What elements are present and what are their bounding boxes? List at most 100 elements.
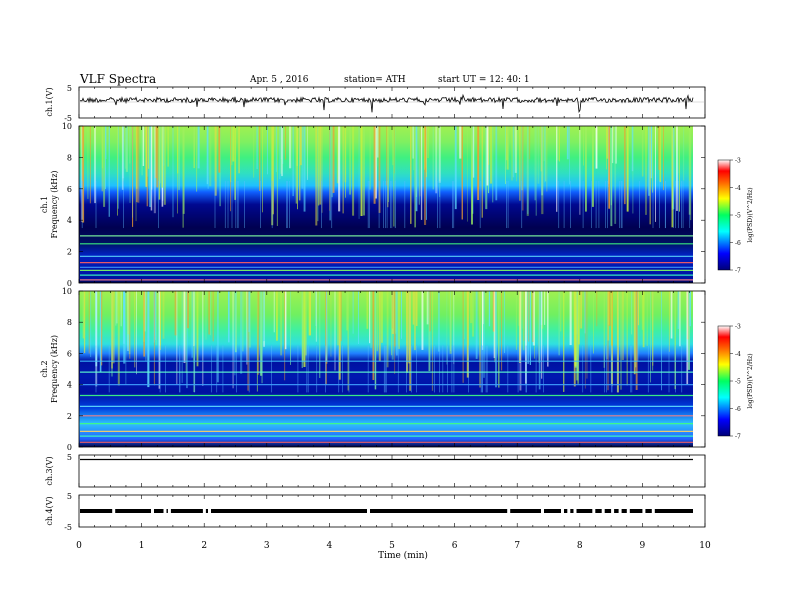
spectrogram-stripe bbox=[391, 291, 393, 356]
spectrogram-stripe bbox=[394, 291, 396, 374]
spectrogram-stripe bbox=[112, 291, 115, 364]
spectrogram-stripe bbox=[579, 126, 581, 215]
spectrogram-stripe bbox=[611, 345, 613, 393]
spectrogram-stripe bbox=[262, 126, 263, 213]
spectrogram-stripe bbox=[218, 126, 221, 173]
spectrogram-stripe bbox=[153, 291, 155, 386]
spectrogram-stripe bbox=[297, 345, 299, 393]
colorbar-ch1-label: log(PSD)(V^2/Hz) bbox=[747, 187, 754, 242]
spectrogram-stripe bbox=[154, 291, 157, 340]
spectrogram-stripe bbox=[621, 291, 624, 360]
spectrogram-stripe bbox=[483, 291, 484, 325]
spectrogram-stripe bbox=[129, 126, 131, 203]
spectrogram-stripe bbox=[237, 180, 239, 229]
spectrogram-stripe bbox=[470, 291, 473, 324]
spectrogram-stripe bbox=[342, 126, 344, 214]
spectrogram-stripe bbox=[642, 291, 645, 348]
spectrogram-stripe bbox=[519, 291, 522, 391]
spectrogram-stripe bbox=[541, 126, 543, 196]
spectrogram-stripe bbox=[352, 291, 354, 334]
spectrogram-stripe bbox=[146, 126, 149, 207]
spectrogram-stripe bbox=[89, 126, 91, 204]
spectrogram-stripe bbox=[303, 291, 306, 367]
spectrogram-stripe bbox=[507, 345, 509, 393]
spectrogram-stripe bbox=[652, 180, 654, 229]
spectrogram-stripe bbox=[404, 180, 406, 229]
spectrogram-stripe bbox=[527, 126, 529, 214]
spectrogram-stripe bbox=[546, 126, 548, 192]
spectrogram-stripe bbox=[459, 126, 462, 159]
spectrogram-stripe bbox=[136, 126, 138, 189]
ch4-gap bbox=[167, 508, 171, 514]
spectrogram-stripe bbox=[439, 180, 441, 229]
spectrogram-stripe bbox=[514, 126, 517, 173]
spectrogram-stripe bbox=[604, 345, 605, 393]
spectrogram-stripe bbox=[349, 126, 351, 195]
ch1-spec-channel-label: ch.1 bbox=[40, 196, 49, 213]
spectrogram-stripe bbox=[308, 291, 311, 336]
ch1-spec-ytick-label: 6 bbox=[67, 185, 72, 194]
spectrogram-stripe bbox=[345, 126, 346, 198]
spectrogram-stripe bbox=[348, 345, 350, 393]
spectrogram-stripe bbox=[406, 291, 409, 373]
spectrogram-stripe bbox=[103, 126, 106, 207]
spectrogram-stripe bbox=[488, 126, 490, 165]
spectrogram-stripe bbox=[607, 180, 608, 229]
colorbar-ch2-tick-label: -5 bbox=[735, 379, 741, 386]
spectrogram-stripe bbox=[495, 126, 498, 201]
spectrogram-stripe bbox=[652, 291, 654, 371]
spectrogram-stripe bbox=[230, 126, 233, 166]
spectrogram-stripe bbox=[284, 291, 287, 350]
spectrogram-stripe bbox=[570, 180, 571, 229]
spectrogram-stripe bbox=[442, 345, 444, 393]
ch4-gap bbox=[112, 508, 116, 514]
spectrogram-stripe bbox=[426, 126, 427, 178]
spectrogram-stripe bbox=[285, 126, 286, 160]
spectrogram-stripe bbox=[99, 291, 102, 373]
spectrogram-stripe bbox=[117, 126, 118, 216]
spectrogram-stripe bbox=[466, 291, 469, 378]
spectrogram-stripe bbox=[292, 126, 294, 197]
spectrogram-stripe bbox=[608, 126, 610, 209]
spectrogram-stripe bbox=[280, 126, 282, 174]
spectrogram-stripe bbox=[439, 345, 440, 393]
spectrogram-stripe bbox=[391, 291, 394, 334]
spectrogram-stripe bbox=[366, 291, 369, 329]
spectrogram-stripe bbox=[655, 126, 656, 222]
spectrogram-stripe bbox=[120, 291, 122, 327]
spectrogram-stripe bbox=[108, 126, 110, 217]
ch1-spec-ytick-label: 4 bbox=[67, 216, 72, 225]
spectrogram-stripe bbox=[318, 126, 320, 206]
spectrogram-stripe bbox=[352, 126, 355, 216]
spectrogram-stripe bbox=[360, 126, 363, 216]
spectrogram-stripe bbox=[244, 180, 245, 229]
spectrogram-stripe bbox=[144, 291, 146, 332]
spectrogram-stripe bbox=[521, 126, 524, 211]
ch4-gap bbox=[561, 508, 564, 514]
spectrogram-stripe bbox=[595, 180, 597, 229]
spectrogram-stripe bbox=[187, 291, 189, 329]
spectrogram-stripe bbox=[646, 291, 648, 346]
spectrogram-stripe bbox=[505, 126, 506, 184]
spectrogram-stripe bbox=[338, 126, 341, 212]
spectrogram-stripe bbox=[485, 345, 487, 393]
ch2-spec-ytick-label: 10 bbox=[62, 287, 72, 296]
spectrogram-stripe bbox=[177, 126, 179, 174]
spectrogram-stripe bbox=[688, 126, 691, 215]
spectrogram-stripe bbox=[560, 291, 562, 332]
spectrogram-stripe bbox=[386, 126, 387, 186]
spectrogram-stripe bbox=[439, 126, 441, 197]
spectrogram-stripe bbox=[214, 126, 217, 196]
spectrogram-stripe bbox=[159, 345, 161, 393]
spectrogram-stripe bbox=[370, 291, 372, 348]
spectrogram-stripe bbox=[489, 126, 492, 184]
spectrogram-stripe bbox=[224, 180, 226, 229]
spectrogram-stripe bbox=[650, 291, 651, 383]
spectrogram-stripe bbox=[606, 126, 607, 170]
spectrogram-stripe bbox=[527, 291, 530, 364]
colorbar-ch1-tick-label: -7 bbox=[735, 268, 741, 275]
ch1-spec-ylabel: Frequency (kHz) bbox=[50, 170, 59, 238]
spectrogram-stripe bbox=[135, 126, 137, 222]
spectrogram-stripe bbox=[178, 126, 180, 190]
ch2-spec-ylabel: Frequency (kHz) bbox=[50, 335, 59, 403]
